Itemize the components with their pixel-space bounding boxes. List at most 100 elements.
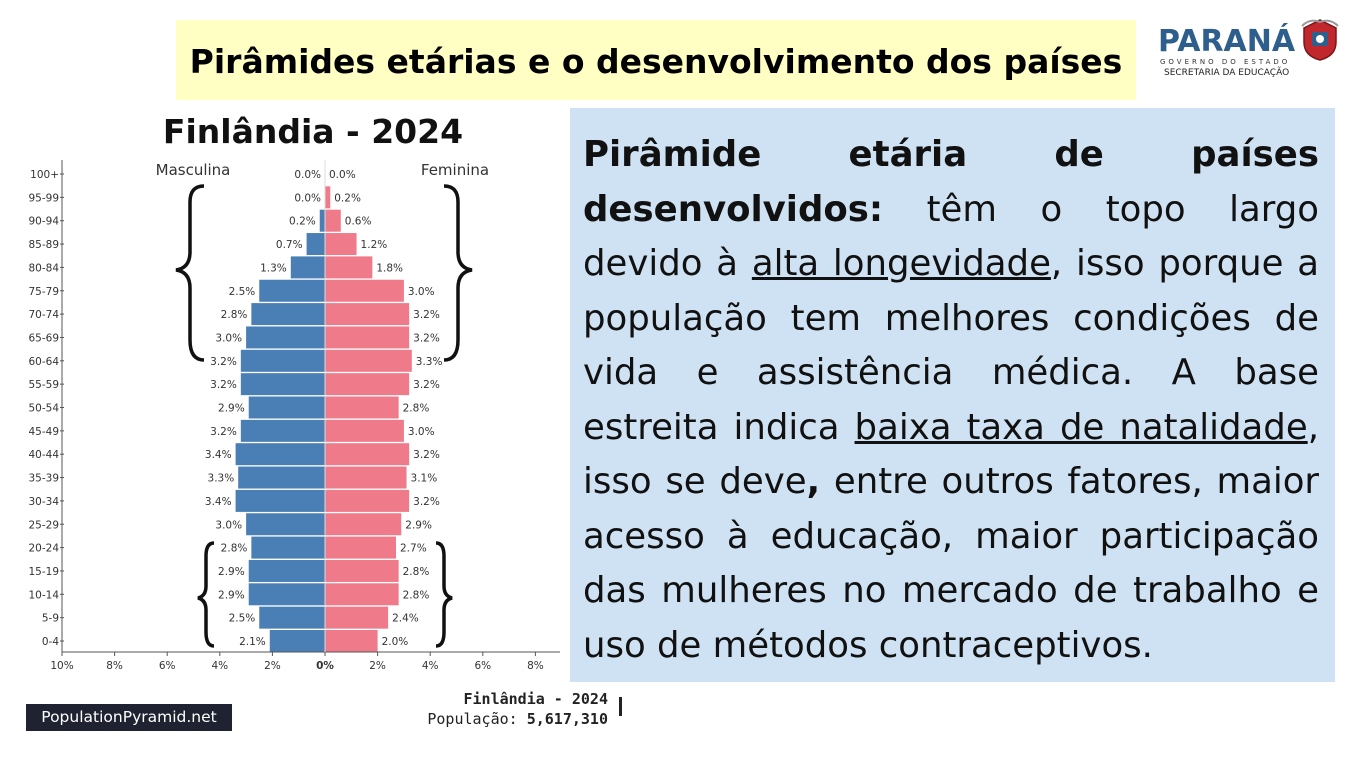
female-value-label: 3.0%: [408, 426, 435, 438]
age-group-label: 30-34: [28, 496, 59, 508]
male-value-label: 0.7%: [276, 239, 303, 251]
male-bar-0-4: [269, 630, 325, 652]
female-bar-55-59: [325, 373, 410, 396]
age-group-label: 15-19: [28, 566, 59, 578]
x-tick-label: 10%: [50, 660, 73, 672]
age-group-label: 75-79: [28, 286, 59, 298]
info-text: Pirâmide etária de países desenvolvidos:…: [583, 128, 1319, 673]
male-bar-60-64: [240, 349, 325, 372]
female-bar-85-89: [325, 233, 357, 256]
male-bar-70-74: [251, 303, 325, 326]
age-group-label: 20-24: [28, 543, 59, 555]
male-bar-10-14: [248, 583, 325, 606]
info-bold-comma: ,: [806, 461, 821, 502]
age-group-label: 85-89: [28, 239, 59, 251]
male-bar-85-89: [306, 233, 325, 256]
x-tick-label: 4%: [211, 660, 228, 672]
female-bar-90-94: [325, 209, 341, 232]
logo-subtitle: GOVERNO DO ESTADO: [1160, 58, 1291, 66]
female-value-label: 0.2%: [334, 192, 361, 204]
female-value-label: 1.2%: [361, 239, 388, 251]
female-value-label: 2.4%: [392, 613, 419, 625]
male-value-label: 2.5%: [229, 286, 256, 298]
male-bar-35-39: [238, 466, 325, 489]
male-bar-50-54: [248, 396, 325, 419]
female-value-label: 3.2%: [413, 379, 440, 391]
female-bar-70-74: [325, 303, 410, 326]
female-bar-75-79: [325, 279, 404, 302]
female-bar-95-99: [325, 186, 331, 209]
info-underline-natality: baixa taxa de natalidade: [854, 406, 1308, 448]
x-tick-label: 6%: [159, 660, 176, 672]
female-bar-15-19: [325, 559, 399, 582]
x-tick-label: 4%: [422, 660, 439, 672]
female-bar-50-54: [325, 396, 399, 419]
bottom-right-brace: [435, 541, 453, 648]
male-bar-75-79: [259, 279, 325, 302]
female-value-label: 2.0%: [382, 636, 409, 648]
age-group-label: 90-94: [28, 216, 59, 228]
age-group-label: 25-29: [28, 519, 59, 531]
age-group-label: 60-64: [28, 356, 59, 368]
female-value-label: 3.2%: [413, 449, 440, 461]
population-pyramid-chart: 0.0% 0.0% 100+ 0.0% 0.2% 95-99 0.2% 0.6% 90-94 0.…: [28, 160, 560, 672]
male-value-label: 2.5%: [229, 613, 256, 625]
male-bar-15-19: [248, 559, 325, 582]
male-bar-5-9: [259, 606, 325, 629]
male-bar-55-59: [240, 373, 325, 396]
x-tick-label: 0%: [316, 660, 334, 672]
age-group-label: 95-99: [28, 192, 59, 204]
male-value-label: 3.2%: [210, 356, 237, 368]
female-bar-20-24: [325, 536, 397, 559]
female-value-label: 3.1%: [411, 473, 438, 485]
female-side-label: Feminina: [421, 161, 489, 179]
bottom-left-brace: [197, 541, 215, 648]
top-left-brace: [175, 184, 205, 362]
male-value-label: 2.9%: [218, 403, 245, 415]
population-value: 5,617,310: [526, 710, 608, 728]
male-value-label: 0.0%: [294, 169, 321, 181]
age-group-label: 70-74: [28, 309, 59, 321]
info-underline-longevity: alta longevidade: [751, 243, 1051, 284]
male-bar-25-29: [246, 513, 325, 536]
population-label: População:: [427, 710, 527, 728]
male-value-label: 2.9%: [218, 566, 245, 578]
age-group-label: 10-14: [28, 589, 59, 601]
info-panel: Pirâmide etária de países desenvolvidos:…: [570, 108, 1335, 682]
male-value-label: 2.8%: [221, 543, 248, 555]
info-text-part2: , isso porque a população tem melhores c…: [583, 243, 1319, 448]
coat-of-arms-icon: [1301, 19, 1339, 61]
female-value-label: 3.0%: [408, 286, 435, 298]
male-bar-80-84: [290, 256, 325, 279]
male-value-label: 3.2%: [210, 426, 237, 438]
female-bar-45-49: [325, 419, 404, 442]
male-value-label: 0.2%: [289, 216, 316, 228]
female-value-label: 2.8%: [403, 589, 430, 601]
female-bar-65-69: [325, 326, 410, 349]
female-value-label: 0.6%: [345, 216, 372, 228]
x-tick-label: 2%: [264, 660, 281, 672]
female-bar-80-84: [325, 256, 373, 279]
logo-department: SECRETARIA DA EDUCAÇÃO: [1164, 68, 1290, 78]
male-value-label: 3.3%: [208, 473, 235, 485]
footer-tick-mark: [619, 697, 622, 716]
age-group-label: 40-44: [28, 449, 59, 461]
male-bar-40-44: [235, 443, 325, 466]
male-value-label: 0.0%: [294, 192, 321, 204]
female-bar-5-9: [325, 606, 389, 629]
female-bar-60-64: [325, 349, 412, 372]
female-value-label: 3.3%: [416, 356, 443, 368]
female-value-label: 3.2%: [413, 309, 440, 321]
top-right-brace: [443, 184, 473, 362]
footer-country-year: Finlândia - 2024: [463, 690, 609, 708]
parana-logo: PARANÁ GOVERNO DO ESTADO SECRETARIA DA E…: [1150, 12, 1345, 92]
female-value-label: 0.0%: [329, 169, 356, 181]
male-value-label: 3.0%: [215, 332, 242, 344]
female-bar-25-29: [325, 513, 402, 536]
male-value-label: 1.3%: [260, 262, 287, 274]
age-group-label: 50-54: [28, 403, 59, 415]
female-value-label: 3.2%: [413, 496, 440, 508]
slide-title: Pirâmides etárias e o desenvolvimento do…: [189, 42, 1123, 81]
population-pyramid-badge[interactable]: PopulationPyramid.net: [26, 704, 232, 731]
title-banner: Pirâmides etárias e o desenvolvimento do…: [176, 20, 1136, 100]
